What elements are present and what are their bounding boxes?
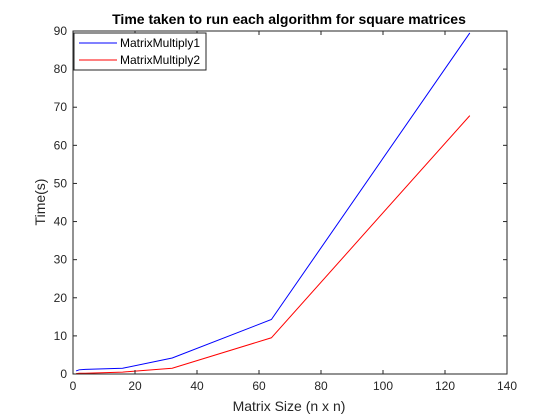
y-tick-label: 20	[54, 291, 68, 305]
y-tick-label: 10	[54, 329, 68, 343]
x-tick-label: 0	[70, 379, 77, 393]
legend-label-matrixmultiply1: MatrixMultiply1	[120, 36, 200, 50]
x-tick-label: 140	[497, 379, 517, 393]
chart-title: Time taken to run each algorithm for squ…	[112, 11, 466, 27]
y-tick-label: 40	[54, 215, 68, 229]
x-tick-label: 120	[435, 379, 455, 393]
x-tick-label: 80	[314, 379, 328, 393]
x-axis-label: Matrix Size (n x n)	[233, 398, 346, 414]
y-tick-label: 50	[54, 176, 68, 190]
y-tick-label: 90	[54, 24, 68, 38]
x-tick-label: 40	[190, 379, 204, 393]
y-tick-label: 0	[60, 367, 67, 381]
y-tick-label: 80	[54, 62, 68, 76]
legend-label-matrixmultiply2: MatrixMultiply2	[120, 53, 200, 67]
y-tick-label: 30	[54, 253, 68, 267]
legend: MatrixMultiply1 MatrixMultiply2	[74, 33, 206, 70]
y-axis-label: Time(s)	[32, 179, 48, 226]
x-tick-label: 60	[252, 379, 266, 393]
x-tick-label: 20	[128, 379, 142, 393]
y-tick-label: 60	[54, 138, 68, 152]
x-tick-label: 100	[373, 379, 393, 393]
y-tick-label: 70	[54, 100, 68, 114]
